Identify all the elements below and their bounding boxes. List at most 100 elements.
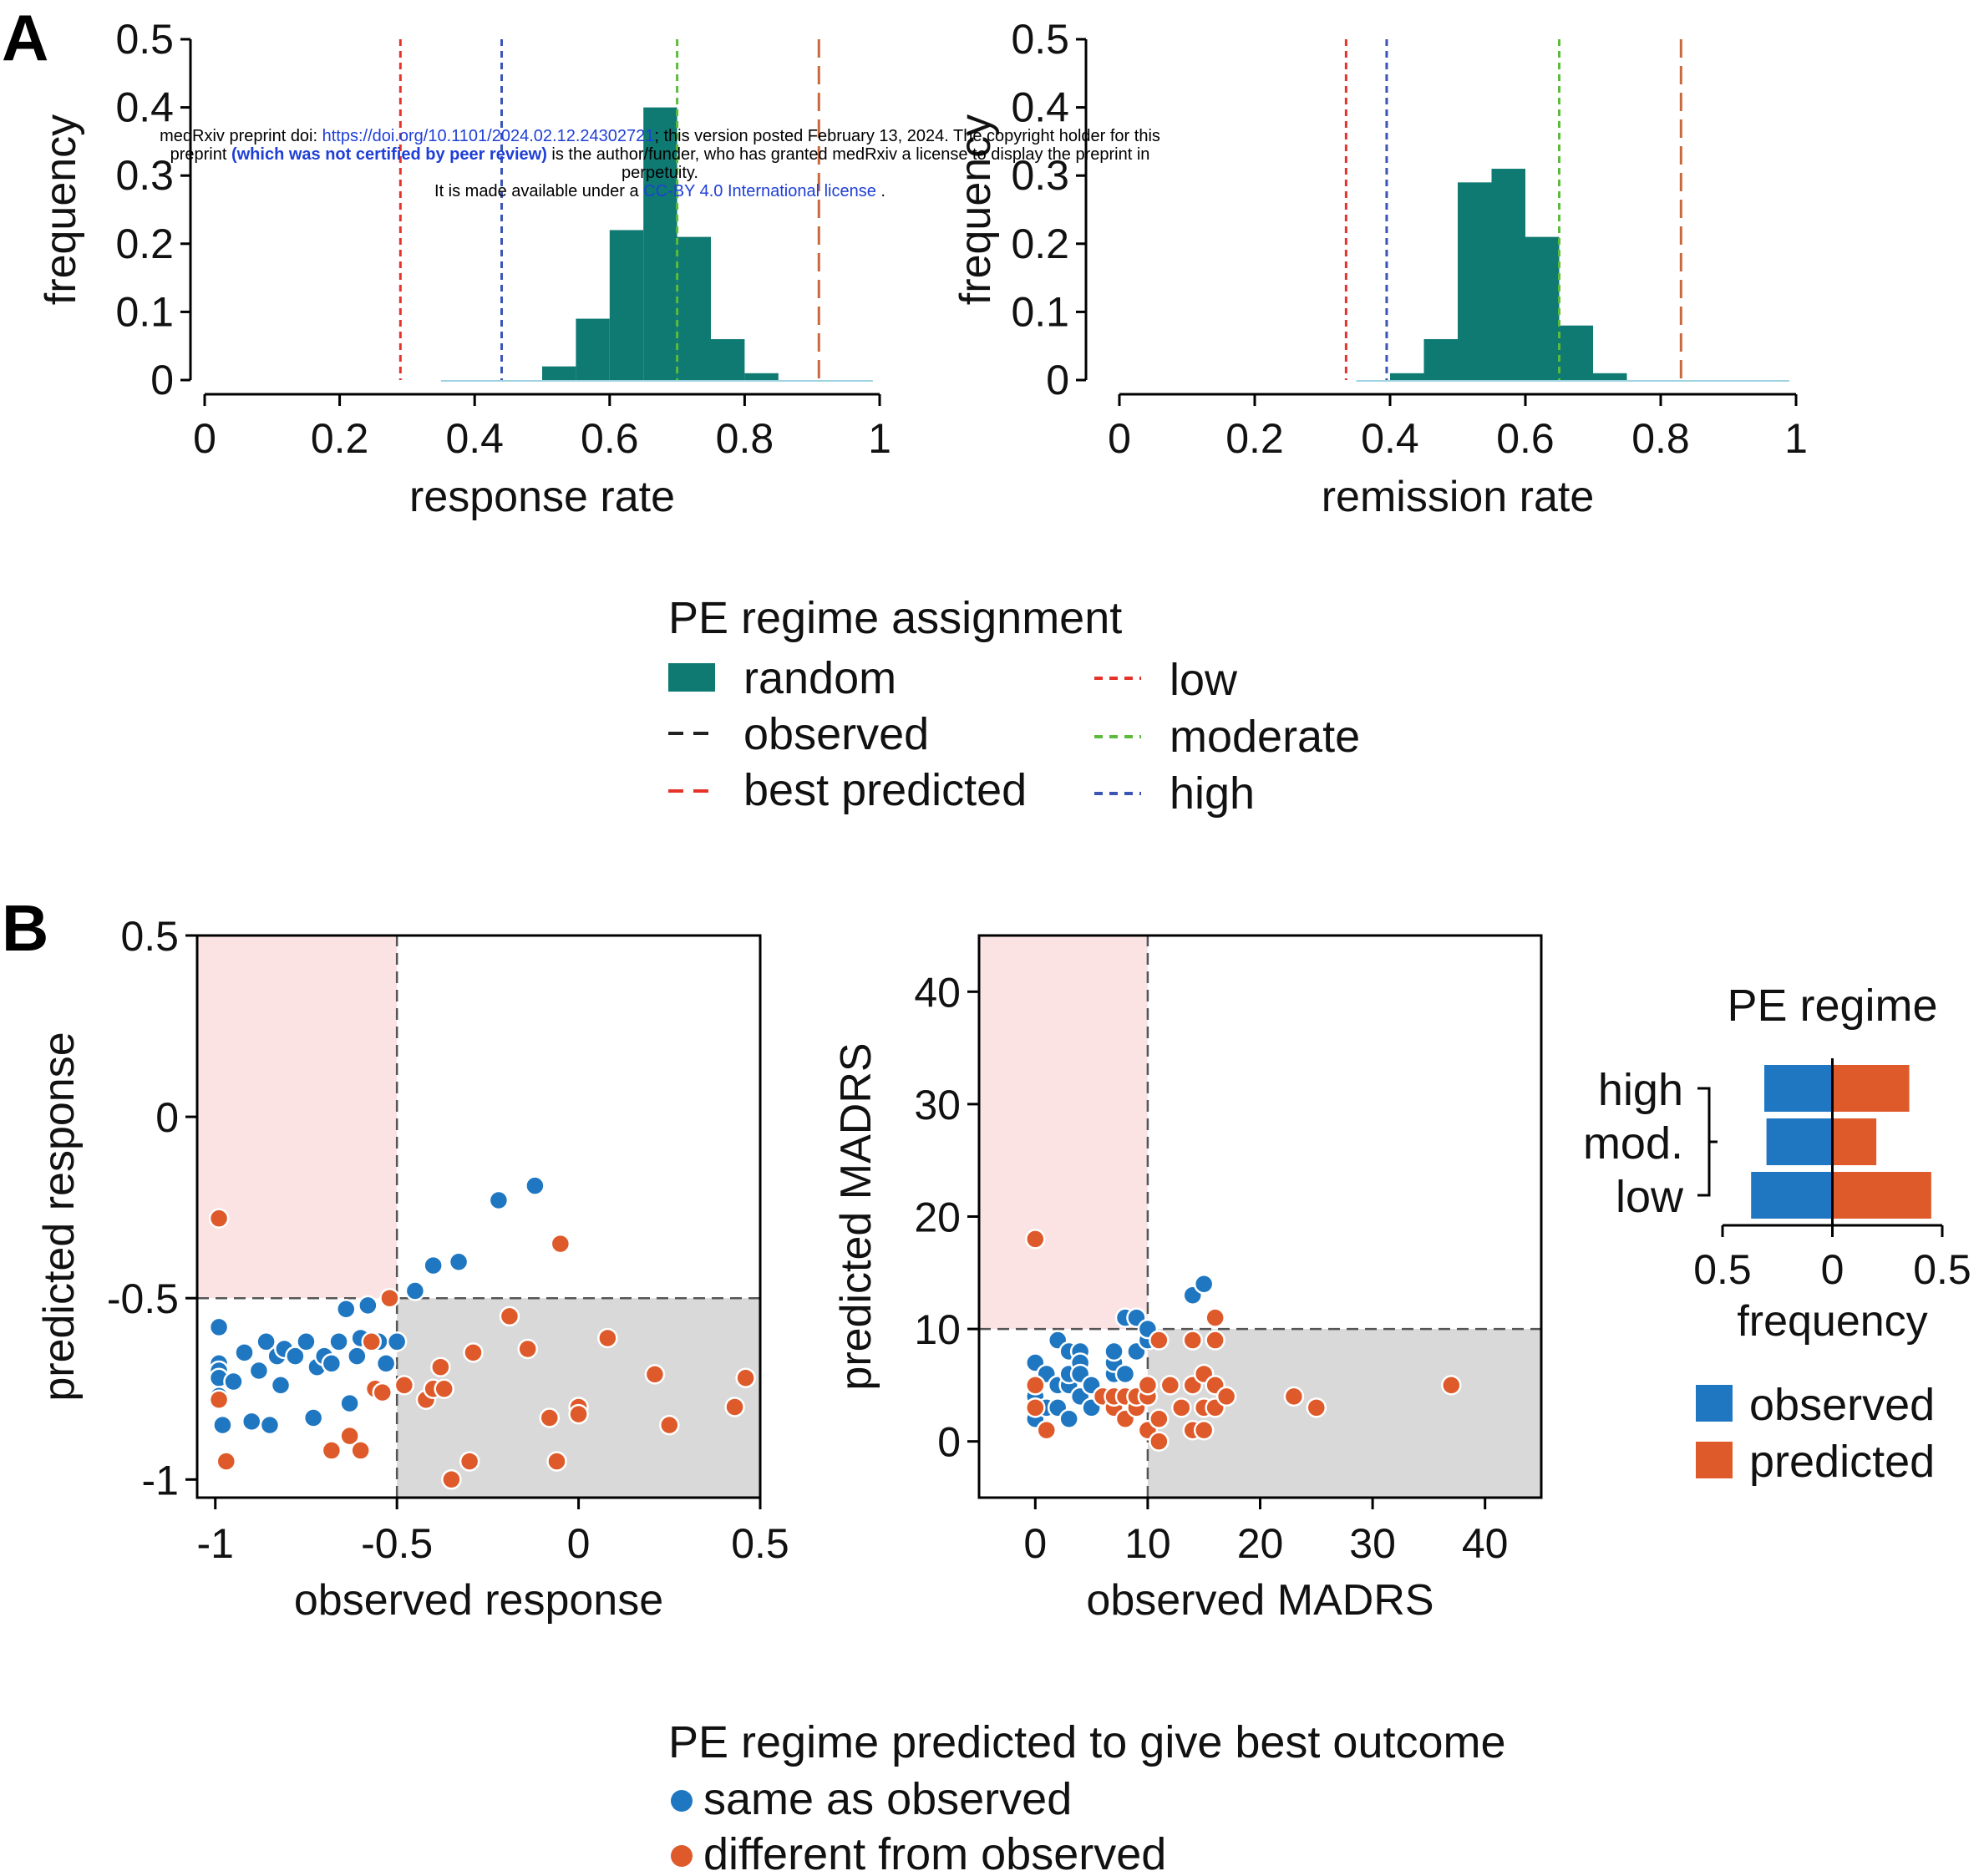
point-different [361,1331,382,1352]
y-tick-label: 0.2 [115,221,174,267]
x-tick-label: 0.4 [1361,415,1419,462]
point-same [448,1251,469,1273]
legend-a-title: PE regime assignment [668,593,1122,643]
x-tick-label: 1 [1784,415,1808,462]
hist-bar [576,318,610,380]
hist-bar [542,366,576,380]
panel-letter-b: B [2,891,48,965]
point-same [423,1255,444,1276]
bar-category-label: high [1598,1065,1683,1115]
scatter-response: -1 -0.5 0 0.5 -1 -0.5 0 0.5 observed response pre… [35,913,789,1625]
bar-predicted [1832,1065,1910,1112]
legend-same-marker [671,1790,693,1812]
y-tick-label: 40 [914,969,961,1016]
banner-text: preprint [170,145,231,164]
point-same [358,1295,378,1316]
point-different [546,1451,567,1472]
point-different [1159,1375,1181,1396]
point-different [1306,1397,1327,1418]
y-axis-label: frequency [37,114,85,305]
point-different [1171,1397,1192,1418]
x-axis-label: observed response [294,1576,663,1625]
x-tick-label: 0.5 [1693,1246,1752,1293]
point-same [248,1360,270,1382]
legend-best-predicted-label: best predicted [743,765,1027,815]
point-different [379,1287,400,1309]
point-different [441,1469,462,1490]
hist-bar [1525,236,1560,380]
point-different [339,1425,360,1447]
point-same [212,1414,233,1436]
hist-bar [677,236,711,380]
y-tick-label: 0.3 [1011,152,1069,199]
point-different [463,1342,484,1363]
point-different [644,1364,666,1385]
hist-bar [1559,325,1593,380]
y-tick-label: 0 [150,357,174,403]
y-tick-label: 0 [1046,357,1069,403]
point-different [216,1451,237,1472]
bar-chart-title: PE regime [1727,981,1937,1031]
x-tick-label: 0.4 [445,415,504,462]
point-same [525,1175,545,1196]
point-same [1104,1341,1124,1362]
legend-observed-predicted: observed predicted [1696,1380,1935,1487]
point-different [659,1414,680,1436]
point-different [393,1375,415,1396]
legend-b-title: PE regime predicted to give best outcome [668,1717,1506,1767]
point-same [375,1353,397,1374]
point-different [1205,1330,1225,1351]
point-same [336,1298,357,1320]
category-bracket [1697,1087,1718,1197]
doi-link[interactable]: https://doi.org/10.1101/2024.02.12.24302… [322,127,655,145]
point-different [597,1327,618,1349]
y-tick-label: 0.1 [115,288,174,335]
x-tick-label: 0 [1023,1520,1047,1567]
y-tick-label: 0.1 [1011,288,1069,335]
bar-observed [1763,1065,1833,1112]
bar-category-label: mod. [1583,1118,1683,1169]
peer-review-note: (which was not certified by peer review) [231,145,547,164]
bar-predicted [1832,1118,1877,1165]
point-different [434,1378,454,1399]
point-same [328,1331,349,1352]
point-different [459,1451,480,1472]
histogram-response-rate: 0 0.1 0.2 0.3 0.4 0.5 0 0.2 0.4 0.6 0.8 1 response r… [37,16,891,521]
point-different [1283,1386,1305,1407]
point-different [550,1233,571,1255]
x-tick-label: 0 [567,1520,591,1567]
hist-bar [1458,182,1492,380]
point-different [724,1397,745,1417]
bar-observed [1766,1118,1833,1165]
point-same [488,1189,510,1211]
point-same [296,1331,317,1352]
y-tick-label: -0.5 [107,1275,179,1322]
y-tick-label: 0 [937,1419,961,1466]
point-different [517,1338,538,1360]
x-tick-label: -0.5 [361,1520,433,1567]
y-axis-label: predicted response [35,1032,84,1401]
y-tick-label: 0.4 [1011,84,1069,131]
point-different [1193,1419,1215,1441]
point-same [223,1371,244,1392]
bar-category-label: low [1616,1172,1684,1222]
hist-bar [1423,339,1458,380]
point-same [404,1280,426,1301]
point-same [1193,1274,1215,1295]
point-different [499,1306,520,1327]
plot-frame [195,934,762,1499]
point-same [1114,1363,1136,1385]
x-tick-label: 0 [1108,415,1131,462]
point-different [1149,1431,1170,1452]
y-tick-label: 0.4 [115,84,174,131]
point-different [1025,1229,1046,1250]
x-tick-label: 0.8 [1631,415,1690,462]
x-tick-label: 20 [1237,1520,1284,1567]
point-same [285,1346,306,1366]
legend-random-swatch [668,663,715,692]
license-link[interactable]: CC-BY 4.0 International license [643,182,876,200]
banner-text: is the author/funder, who has granted me… [546,145,1150,164]
point-different [1182,1330,1203,1351]
point-same [302,1407,324,1428]
point-different [350,1440,371,1461]
